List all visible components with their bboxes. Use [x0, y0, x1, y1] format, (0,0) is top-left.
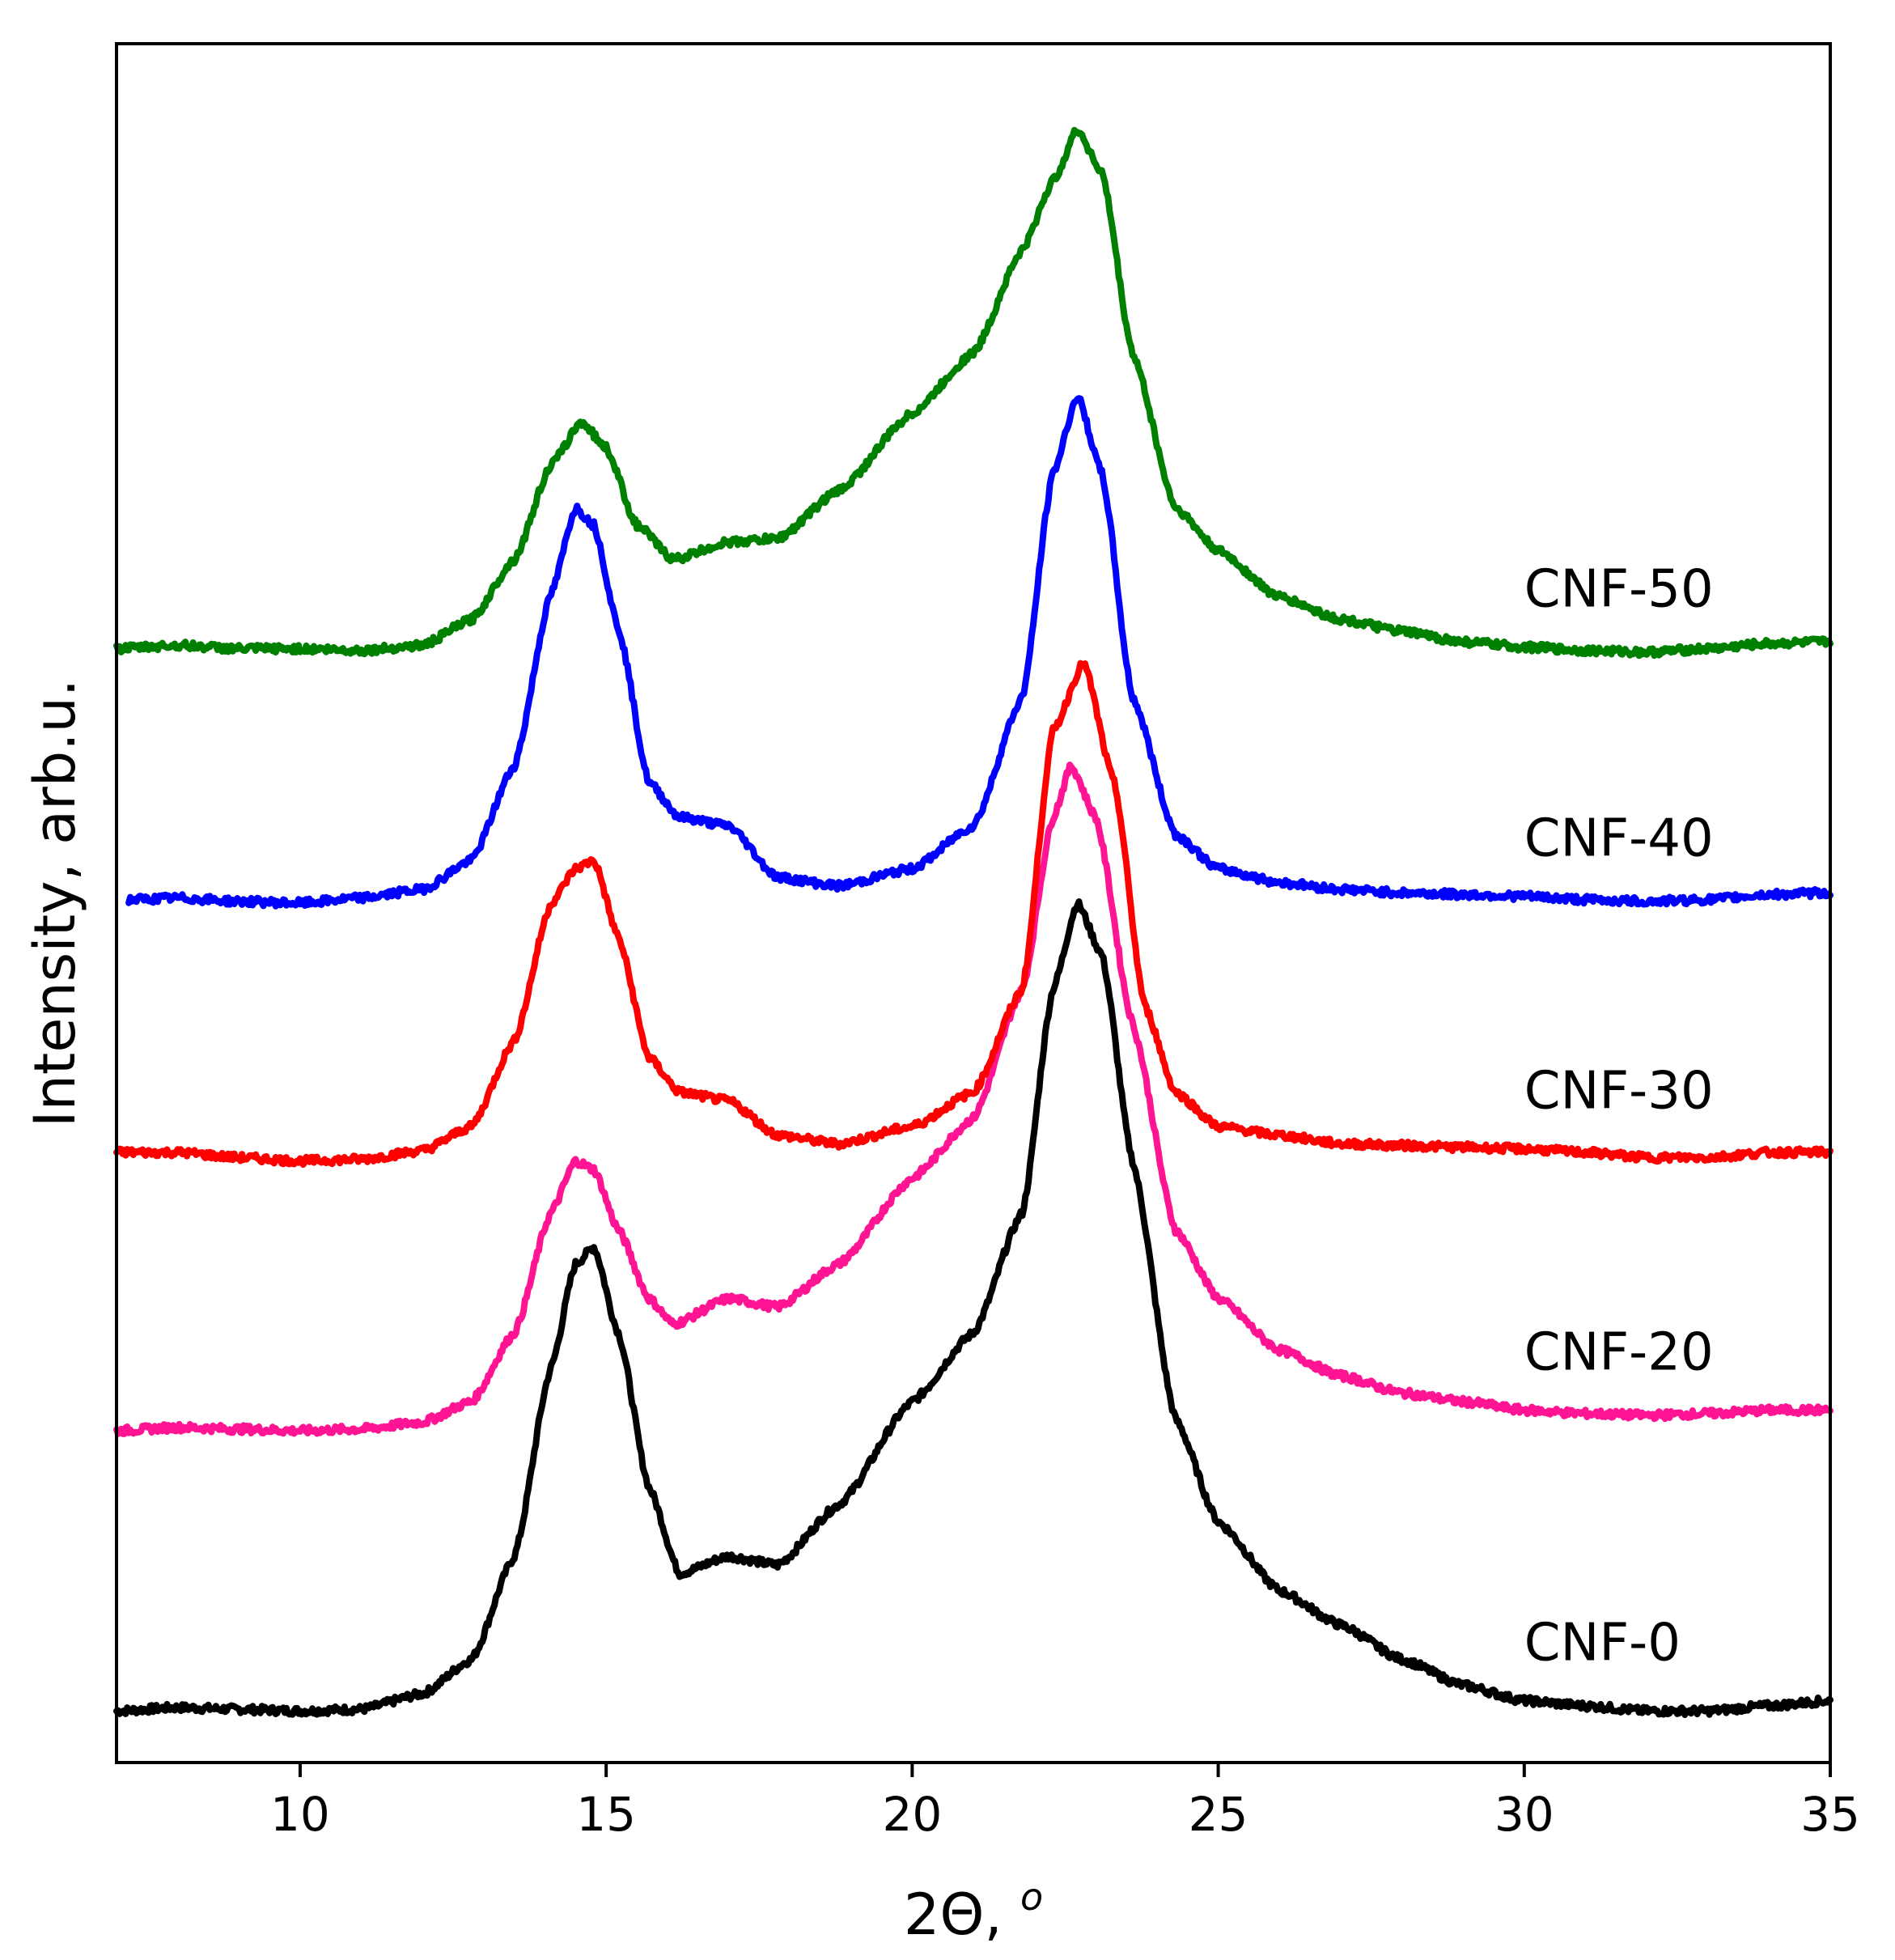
series-line-cnf-30: [113, 660, 1834, 1169]
series-traces: [113, 126, 1834, 1718]
x-tick-label: 25: [1189, 1787, 1248, 1842]
series-line-cnf-0: [113, 898, 1834, 1718]
series-line-cnf-50: [113, 126, 1834, 660]
y-axis-title: Intensity, arb.u.: [22, 679, 88, 1127]
series-label-cnf-20: CNF-20: [1524, 1323, 1714, 1383]
x-tick-label: 10: [270, 1787, 330, 1842]
x-axis-title-superscript: o: [1020, 1875, 1043, 1919]
series-label-cnf-50: CNF-50: [1524, 560, 1714, 620]
plot-area: [117, 44, 1830, 1763]
series-labels: CNF-0 CNF-20 CNF-30 CNF-40 CNF-50: [1524, 560, 1714, 1674]
series-label-cnf-30: CNF-30: [1524, 1062, 1714, 1122]
series-label-cnf-0: CNF-0: [1524, 1614, 1681, 1674]
x-tick-label: 35: [1800, 1787, 1860, 1842]
x-axis-title: 2Θ, o: [904, 1875, 1043, 1948]
x-tick-label: 30: [1494, 1787, 1554, 1842]
x-axis-title-text: 2Θ,: [904, 1882, 1020, 1948]
series-line-cnf-20: [113, 762, 1834, 1437]
x-axis-ticks: 10 15 20 25 30 35: [270, 1763, 1860, 1842]
series-label-cnf-40: CNF-40: [1524, 809, 1714, 869]
x-tick-label: 15: [576, 1787, 636, 1842]
plot-frame: [115, 42, 1832, 1764]
x-tick-label: 20: [882, 1787, 942, 1842]
series-line-cnf-40: [125, 395, 1834, 910]
